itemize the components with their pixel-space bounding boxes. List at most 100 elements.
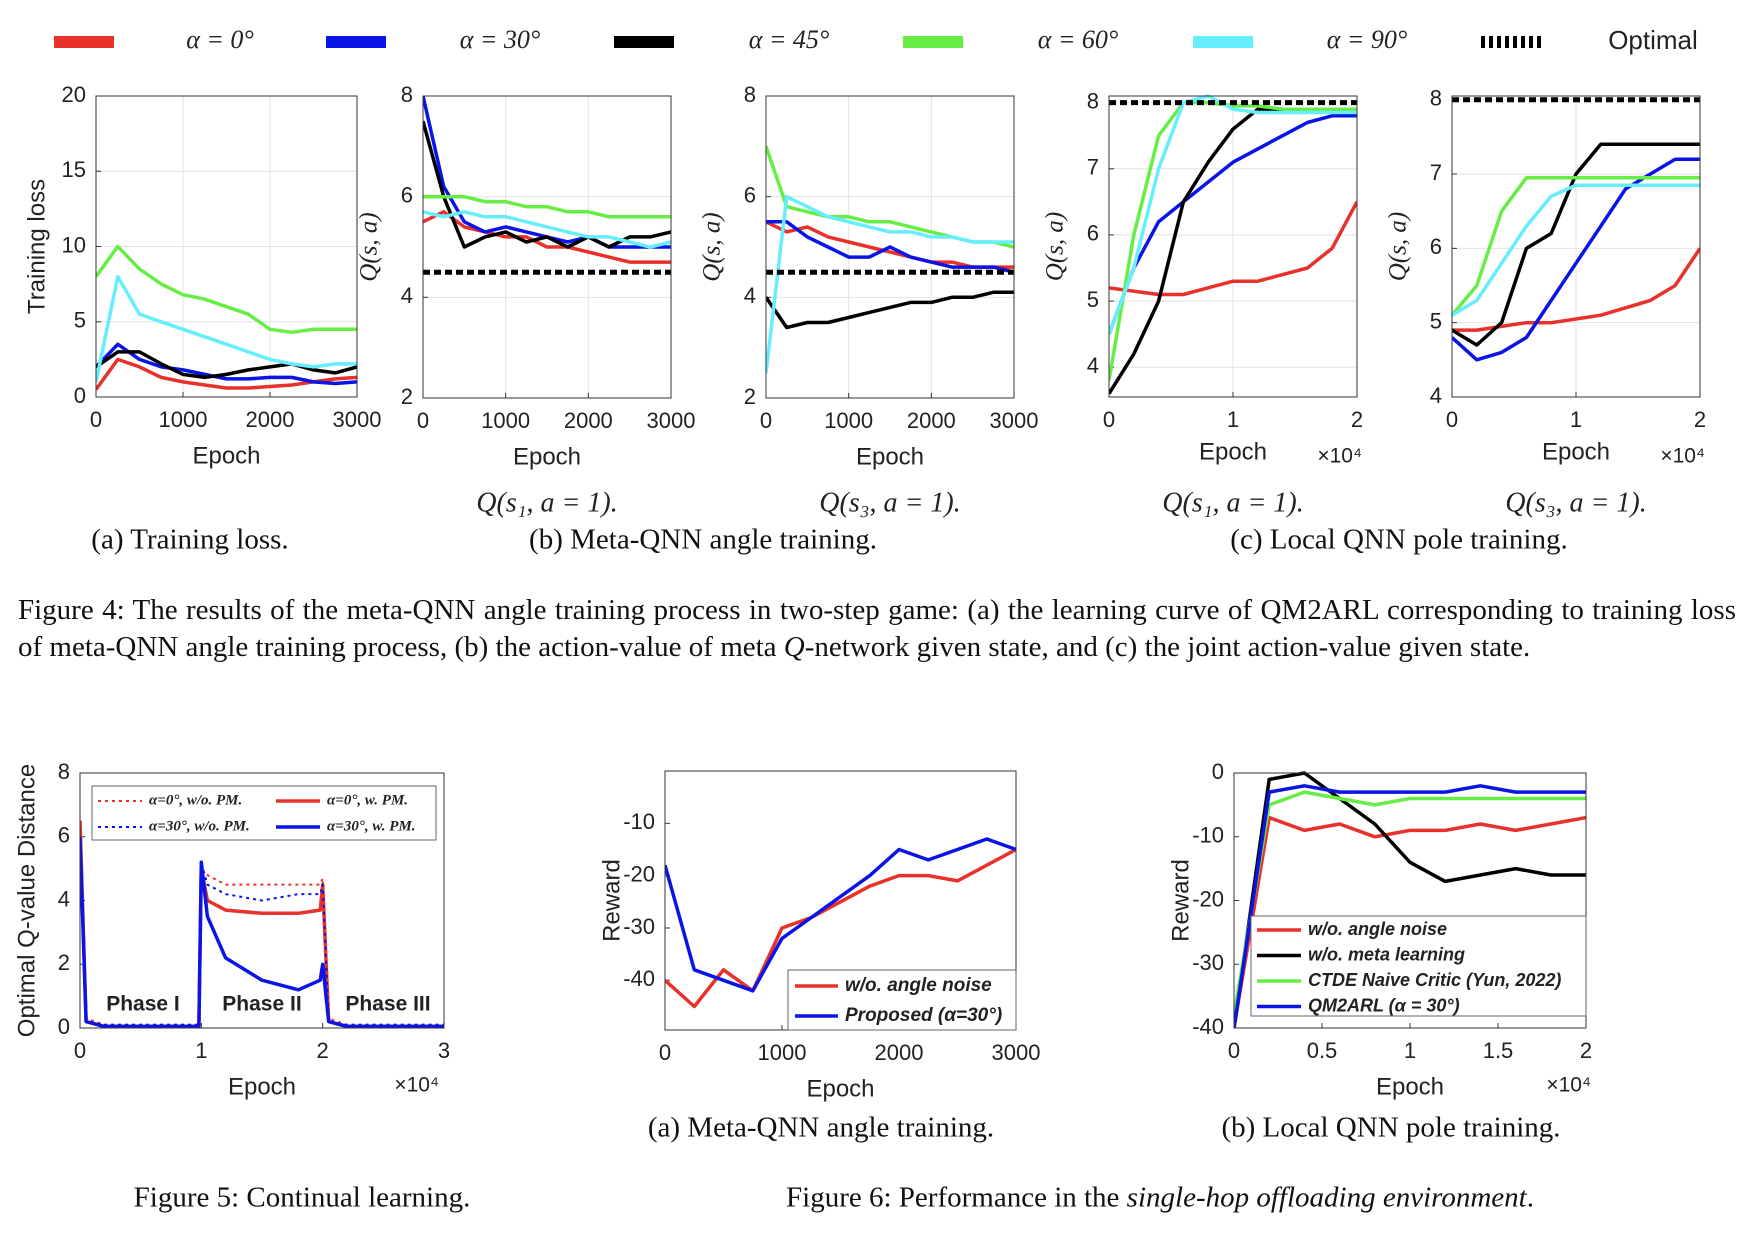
x-tick-label: 0 bbox=[659, 1040, 671, 1065]
x-tick-label: 0 bbox=[760, 408, 772, 433]
series-line bbox=[1109, 94, 1357, 335]
legend-label: α=30°, w. PM. bbox=[327, 818, 416, 834]
x-tick-label: 1 bbox=[195, 1038, 207, 1063]
legend-label: α=30°, w/o. PM. bbox=[149, 818, 250, 834]
x-tick-label: 2 bbox=[317, 1038, 329, 1063]
axes-box bbox=[1233, 772, 1587, 1029]
y-tick-label: 2 bbox=[58, 950, 70, 975]
x-tick-label: 0 bbox=[1228, 1038, 1240, 1063]
annotation: Phase III bbox=[345, 993, 430, 1016]
series-line bbox=[1109, 200, 1357, 297]
series-line bbox=[1109, 100, 1357, 381]
legend-label: α = 45° bbox=[749, 25, 830, 54]
x-tick-label: 2 bbox=[1580, 1038, 1592, 1063]
annotation: Phase I bbox=[106, 993, 180, 1016]
y-axis-label: Reward bbox=[598, 859, 625, 942]
legend-box bbox=[787, 969, 1017, 1031]
subcaption: (b) Meta-QNN angle training. bbox=[529, 523, 877, 556]
x-tick-label: 2000 bbox=[875, 1040, 924, 1065]
y-tick-label: 20 bbox=[62, 82, 86, 107]
x-multiplier: ×10⁴ bbox=[1546, 1074, 1591, 1097]
x-tick-label: 1 bbox=[1570, 407, 1582, 432]
x-tick-label: 3000 bbox=[992, 1040, 1041, 1065]
x-axis-label: Epoch bbox=[856, 443, 924, 470]
x-tick-label: 1000 bbox=[758, 1040, 807, 1065]
y-tick-label: 4 bbox=[1087, 353, 1099, 378]
figure-caption: Figure 5: Continual learning. bbox=[133, 1181, 471, 1214]
series-line bbox=[1234, 790, 1586, 1016]
y-tick-label: 0 bbox=[1212, 759, 1224, 784]
caption-text: Figure 6: Performance in the bbox=[786, 1181, 1127, 1214]
x-tick-label: 1000 bbox=[824, 408, 873, 433]
series-line bbox=[1234, 815, 1586, 1029]
chart: 0 1 2 4 5 6 7 8 Q(s, a) Epoch ×10⁴ Q(s₃, a = 1). bbox=[1385, 86, 1706, 519]
y-tick-label: -20 bbox=[1192, 886, 1224, 911]
series-line bbox=[423, 120, 671, 249]
axes-box bbox=[1108, 95, 1358, 398]
y-tick-label: 6 bbox=[58, 823, 70, 848]
x-tick-label: 3000 bbox=[990, 408, 1039, 433]
legend-label: w/o. angle noise bbox=[1308, 919, 1447, 939]
y-tick-label: 2 bbox=[744, 384, 756, 409]
legend-box bbox=[91, 785, 437, 841]
x-axis-label: Epoch bbox=[1376, 1073, 1444, 1100]
subcaption: (a) Training loss. bbox=[91, 523, 289, 556]
caption-italic: single-hop offloading environment bbox=[1126, 1181, 1527, 1214]
axes-box bbox=[1451, 95, 1701, 398]
chart: 0 1000 2000 3000 2 4 6 8 Q(s, a) Epoch Q(s₃, a = 1… bbox=[699, 82, 1039, 519]
y-axis-label: Reward bbox=[1167, 859, 1194, 942]
y-tick-label: 6 bbox=[744, 182, 756, 207]
legend-label: α=0°, w/o. PM. bbox=[149, 792, 242, 808]
legend-label: Optimal bbox=[1608, 25, 1698, 55]
y-tick-label: 10 bbox=[62, 232, 86, 257]
caption-italic: Q bbox=[783, 631, 805, 663]
series-line bbox=[665, 837, 1016, 993]
subcaption: (b) Local QNN pole training. bbox=[1221, 1111, 1561, 1144]
y-axis-label: Training loss bbox=[23, 179, 50, 314]
series-line bbox=[423, 210, 671, 264]
x-tick-label: 3 bbox=[438, 1038, 450, 1063]
legend-swatch bbox=[1193, 36, 1253, 48]
y-tick-label: 8 bbox=[58, 759, 70, 784]
series-line bbox=[96, 342, 357, 386]
chart: 0 1000 2000 3000 0 5 10 15 20 Training loss Epoch bbox=[23, 82, 381, 470]
series-line bbox=[1452, 176, 1700, 317]
x-tick-label: 3000 bbox=[333, 407, 382, 432]
chart: 0 1 2 3 0 2 4 6 8 Optimal Q-value Distance Epoch ×1… bbox=[13, 759, 450, 1101]
y-tick-label: 7 bbox=[1087, 155, 1099, 180]
y-tick-label: -10 bbox=[1192, 823, 1224, 848]
subcaption: (a) Meta-QNN angle training. bbox=[647, 1111, 995, 1144]
series-line bbox=[766, 290, 1014, 330]
legend-label: α = 60° bbox=[1038, 25, 1119, 54]
legend-label: α = 30° bbox=[460, 25, 541, 54]
x-tick-label: 2000 bbox=[246, 407, 295, 432]
subtitle: Q(s₁, a = 1). bbox=[476, 487, 617, 518]
legend-label: QM2ARL (α = 30°) bbox=[1308, 995, 1460, 1015]
figure-caption: Figure 4: The results of the meta-QNN an… bbox=[18, 592, 1736, 666]
x-tick-label: 0 bbox=[1103, 407, 1115, 432]
x-multiplier: ×10⁴ bbox=[394, 1074, 439, 1097]
legend-box bbox=[1250, 915, 1587, 1017]
series-line bbox=[423, 210, 671, 249]
y-tick-label: -20 bbox=[623, 861, 655, 886]
y-tick-label: 0 bbox=[58, 1014, 70, 1039]
legend-swatch bbox=[54, 36, 114, 48]
subtitle: Q(s₃, a = 1). bbox=[819, 487, 960, 518]
series-line bbox=[665, 847, 1016, 1009]
x-tick-label: 1000 bbox=[481, 408, 530, 433]
y-tick-label: -30 bbox=[1192, 950, 1224, 975]
axes-box bbox=[422, 95, 672, 399]
x-tick-label: 2 bbox=[1351, 407, 1363, 432]
y-tick-label: 8 bbox=[1430, 86, 1442, 111]
series-line bbox=[1452, 142, 1700, 347]
chart: 0 1000 2000 3000 -40 -30 -20 -10 Reward Epoch w/o.… bbox=[598, 770, 1041, 1102]
y-tick-label: 8 bbox=[744, 82, 756, 107]
x-tick-label: 0 bbox=[1446, 407, 1458, 432]
series-line bbox=[766, 220, 1014, 274]
subtitle: Q(s₃, a = 1). bbox=[1505, 487, 1646, 518]
y-tick-label: 15 bbox=[62, 157, 86, 182]
axes-box bbox=[95, 95, 358, 398]
x-axis-label: Epoch bbox=[806, 1075, 874, 1102]
annotation: Phase II bbox=[222, 993, 301, 1016]
